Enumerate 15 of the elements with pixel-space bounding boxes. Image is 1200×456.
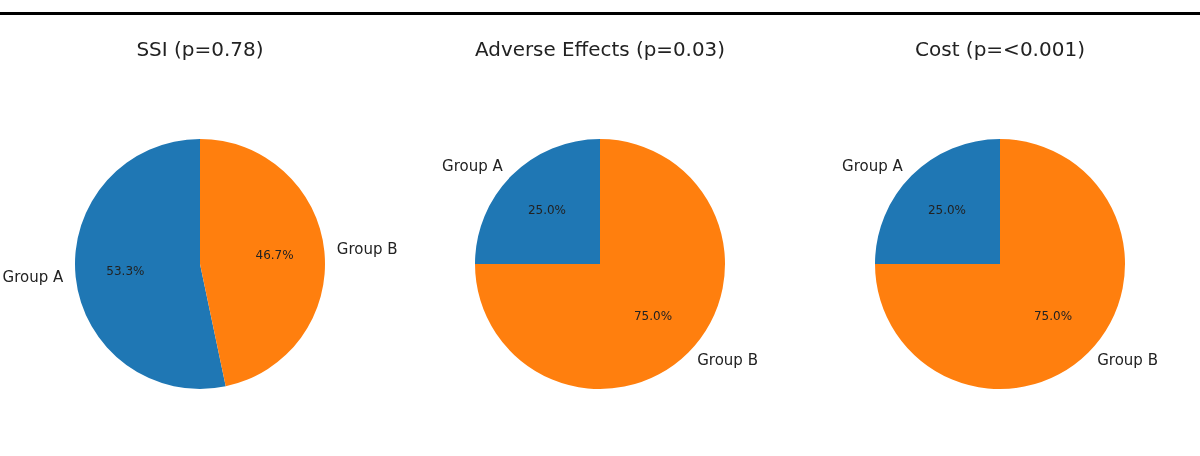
data-label: 53.3% xyxy=(106,263,145,278)
data-label: 46.7% xyxy=(255,248,294,263)
data-label: 75.0% xyxy=(633,309,673,324)
slice-label: Group B xyxy=(336,239,398,258)
chart-title: Cost (p=<0.001) xyxy=(915,37,1085,62)
data-label: 25.0% xyxy=(527,203,567,218)
slice-label: Group A xyxy=(842,156,904,175)
chart-title: Adverse Effects (p=0.03) xyxy=(475,37,725,62)
slice-label: Group A xyxy=(2,268,64,287)
chart-title: SSI (p=0.78) xyxy=(136,37,264,62)
data-label: 75.0% xyxy=(1033,309,1073,324)
data-label: 25.0% xyxy=(927,203,967,218)
slice-label: Group B xyxy=(1097,351,1158,370)
slice-label: Group B xyxy=(697,351,758,370)
slice-label: Group A xyxy=(442,156,504,175)
